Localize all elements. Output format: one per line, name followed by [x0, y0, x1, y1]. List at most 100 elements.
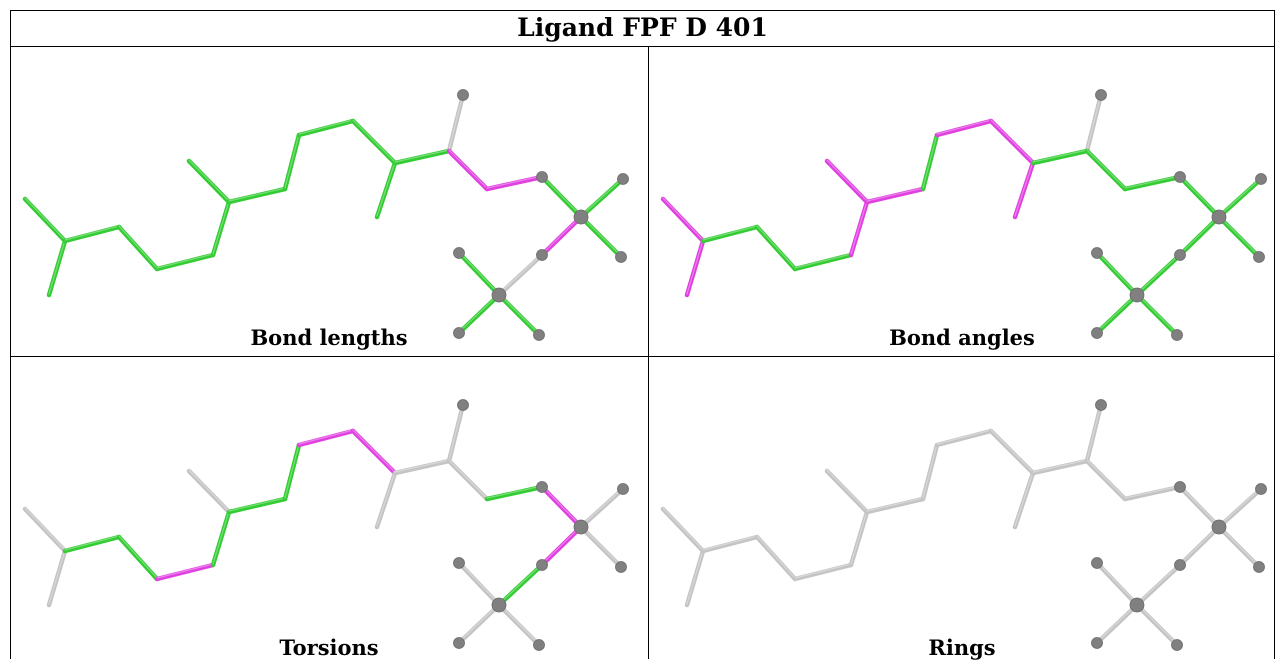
bond-10-11 [350, 428, 398, 476]
caption-torsions: Torsions [279, 635, 379, 660]
molecule-bond-angles [660, 89, 1267, 341]
atom-sphere-16 [536, 171, 548, 183]
bond-13-14 [446, 402, 466, 464]
atom-sphere-19 [615, 561, 627, 573]
panel-torsions: Torsions [11, 357, 647, 660]
bond-highlight-1-2 [686, 549, 704, 605]
bond-highlight-9-10 [298, 119, 354, 135]
bond-1-2 [46, 548, 68, 608]
bond-1-3 [62, 224, 122, 244]
bond-11-12 [374, 160, 398, 220]
bond-highlight-21-23 [1136, 293, 1178, 335]
bond-17-18 [1216, 176, 1264, 220]
bond-20-21 [496, 252, 545, 298]
atom-sphere-20 [536, 559, 548, 571]
bond-highlight-11-12 [1014, 161, 1034, 217]
bond-highlight-8-9 [284, 443, 300, 499]
bond-highlight-4-5 [156, 253, 214, 269]
bond-13-15 [446, 458, 490, 502]
panel-rings: Rings [649, 357, 1275, 660]
molecule-bond-lengths [22, 89, 629, 341]
bond-highlight-16-17 [541, 485, 582, 527]
panel-bond-angles: Bond angles [649, 47, 1275, 350]
bond-15-16 [1122, 174, 1183, 192]
bond-3-4 [116, 224, 160, 272]
bond-13-14 [446, 92, 466, 154]
bond-21-22 [1094, 250, 1140, 298]
bond-highlight-1-2 [48, 239, 66, 295]
table-border-left [10, 10, 11, 659]
bond-11-12 [374, 470, 398, 530]
bond-11-12 [1012, 470, 1036, 530]
atom-sphere-22 [1091, 247, 1103, 259]
bond-17-20 [539, 524, 584, 568]
bond-0-1 [660, 506, 706, 554]
bond-highlight-9-10 [936, 119, 992, 135]
atom-sphere-23 [1171, 329, 1183, 341]
title-separator [10, 46, 1275, 47]
bond-highlight-15-16 [486, 485, 543, 499]
atom-sphere-16 [536, 481, 548, 493]
column-separator [648, 46, 649, 659]
bond-11-13 [392, 458, 452, 476]
bond-21-24 [1094, 292, 1140, 336]
bond-21-22 [456, 560, 502, 608]
bond-highlight-6-8 [228, 497, 286, 512]
atom-sphere-19 [615, 251, 627, 263]
atom-sphere-24 [453, 327, 465, 339]
bond-1-3 [700, 224, 760, 244]
bond-highlight-17-19 [580, 215, 622, 257]
bond-3-4 [116, 534, 160, 582]
row-separator [10, 356, 1275, 357]
bond-9-10 [934, 428, 994, 448]
atom-sphere-17 [573, 209, 589, 225]
bond-21-23 [1134, 292, 1180, 338]
bond-highlight-5-6 [212, 510, 230, 565]
figure-title: Ligand FPF D 401 [517, 13, 768, 42]
bond-highlight-6-7 [188, 159, 230, 202]
bond-17-18 [578, 176, 626, 220]
bond-highlight-9-10 [298, 429, 354, 445]
bond-highlight-21-22 [458, 251, 500, 295]
atom-sphere-23 [1171, 639, 1183, 651]
bond-highlight-6-7 [188, 469, 230, 512]
atom-sphere-21 [491, 287, 507, 303]
bond-highlight-6-8 [866, 187, 924, 202]
bond-highlight-8-9 [922, 443, 938, 499]
bond-highlight-20-21 [498, 253, 543, 295]
bond-17-20 [539, 214, 584, 258]
bond-17-19 [1216, 214, 1262, 260]
bond-6-7 [824, 158, 870, 205]
atom-sphere-14 [1095, 399, 1107, 411]
bond-10-11 [988, 118, 1036, 166]
bond-21-23 [496, 292, 542, 338]
bond-highlight-11-13 [394, 149, 450, 163]
bond-highlight-15-16 [1124, 175, 1181, 189]
bond-highlight-21-23 [498, 603, 540, 645]
bond-highlight-17-20 [1179, 525, 1220, 565]
bond-15-16 [484, 484, 545, 502]
bond-highlight-13-15 [448, 459, 488, 499]
atom-sphere-17 [1211, 519, 1227, 535]
bond-highlight-1-2 [48, 549, 66, 605]
bond-highlight-17-20 [541, 525, 582, 565]
bond-9-10 [934, 118, 994, 138]
bond-6-8 [226, 496, 288, 515]
bond-highlight-21-23 [1136, 603, 1178, 645]
bond-9-10 [296, 428, 356, 448]
bond-1-3 [62, 534, 122, 554]
bond-11-13 [1030, 458, 1090, 476]
bond-6-7 [824, 468, 870, 515]
bond-highlight-21-22 [1096, 561, 1138, 605]
atom-sphere-19 [1253, 561, 1265, 573]
atom-sphere-23 [533, 329, 545, 341]
atom-sphere-22 [1091, 557, 1103, 569]
caption-bond-angles: Bond angles [889, 325, 1035, 350]
bond-highlight-4-5 [794, 563, 852, 579]
bond-highlight-6-8 [866, 497, 924, 512]
bond-highlight-11-13 [1032, 149, 1088, 163]
bond-4-5 [154, 252, 216, 272]
bond-highlight-20-21 [498, 563, 543, 605]
bond-highlight-21-22 [1096, 251, 1138, 295]
caption-rings: Rings [928, 635, 996, 660]
